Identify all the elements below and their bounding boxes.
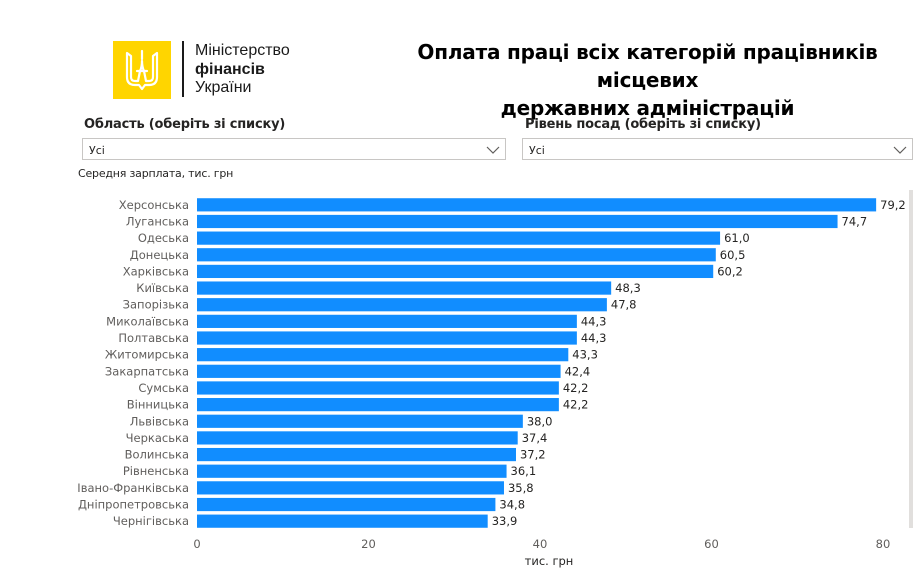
bar[interactable] (197, 431, 518, 445)
data-label: 79,2 (880, 198, 906, 212)
x-tick-label: 60 (704, 537, 719, 551)
data-label: 36,1 (511, 464, 537, 478)
category-label: Дніпропетровська (78, 498, 189, 512)
x-axis-title: тис. грн (525, 554, 574, 568)
bar[interactable] (197, 264, 714, 279)
bar[interactable] (197, 514, 488, 528)
data-label: 74,7 (842, 214, 868, 228)
x-tick-label: 20 (361, 537, 376, 551)
chart-subtitle: Середня зарплата, тис. грн (78, 167, 234, 180)
position-level-filter-label: Рівень посад (оберіть зі списку) (525, 117, 761, 132)
bar[interactable] (197, 348, 569, 362)
category-label: Житомирська (105, 348, 189, 362)
bar[interactable] (197, 364, 561, 378)
chevron-down-icon (486, 146, 500, 154)
category-label: Київська (136, 281, 189, 295)
data-label: 60,5 (720, 248, 746, 262)
bar[interactable] (197, 214, 838, 229)
x-tick-label: 80 (876, 537, 891, 551)
category-label: Львівська (130, 414, 189, 428)
data-label: 61,0 (724, 231, 750, 245)
page-title: Оплата праці всіх категорій працівників … (370, 38, 913, 122)
category-label: Рівненська (123, 464, 189, 478)
position-level-filter-dropdown[interactable]: Усі (522, 138, 913, 160)
data-label: 37,2 (520, 448, 546, 462)
data-label: 38,0 (527, 414, 553, 428)
bar[interactable] (197, 447, 516, 462)
category-label: Чернігівська (113, 514, 189, 528)
bar[interactable] (197, 298, 607, 312)
position-level-filter-value: Усі (529, 144, 545, 157)
data-label: 34,8 (499, 498, 525, 512)
logo-line-3: України (195, 79, 252, 96)
data-label: 33,9 (492, 514, 518, 528)
category-labels-group: Херсонська Луганська Одеська Донецька Харків… (77, 198, 189, 528)
logo-divider (182, 41, 184, 97)
data-label: 43,3 (572, 348, 598, 362)
bar[interactable] (197, 398, 559, 412)
chevron-down-icon (893, 146, 907, 154)
data-label: 35,8 (508, 481, 534, 495)
data-label: 42,4 (565, 364, 591, 378)
category-label: Черкаська (126, 431, 189, 445)
category-label: Миколаївська (106, 314, 189, 328)
data-label: 60,2 (717, 264, 743, 278)
category-label: Сумська (138, 381, 189, 395)
ministry-logo: Міністерство фінансів України (113, 41, 313, 99)
bar[interactable] (197, 198, 877, 212)
region-filter-value: Усі (89, 144, 105, 157)
category-label: Харківська (123, 264, 189, 278)
data-label: 37,4 (522, 431, 548, 445)
page-title-line-2: державних адміністрацій (500, 96, 795, 120)
bar[interactable] (197, 381, 559, 395)
data-label: 44,3 (581, 331, 607, 345)
data-label: 42,2 (563, 381, 589, 395)
category-label: Одеська (138, 231, 189, 245)
bar[interactable] (197, 497, 496, 512)
category-label: Івано-Франківська (77, 481, 189, 495)
x-tick-label: 40 (533, 537, 548, 551)
vertical-scrollbar[interactable] (909, 190, 913, 528)
x-axis-ticks-group: 0 20 40 60 80 (193, 537, 890, 551)
data-label: 42,2 (563, 398, 589, 412)
x-tick-label: 0 (193, 537, 200, 551)
logo-text: Міністерство фінансів України (195, 42, 290, 98)
category-label: Донецька (130, 248, 189, 262)
category-label: Луганська (126, 214, 189, 228)
bar[interactable] (197, 248, 716, 262)
page-title-line-1: Оплата праці всіх категорій працівників … (417, 40, 878, 92)
category-label: Вінницька (127, 398, 189, 412)
region-filter-dropdown[interactable]: Усі (82, 138, 506, 160)
category-label: Закарпатська (105, 364, 189, 378)
data-label: 48,3 (615, 281, 641, 295)
bar[interactable] (197, 331, 577, 345)
category-label: Херсонська (119, 198, 189, 212)
bar[interactable] (197, 481, 504, 495)
bar[interactable] (197, 314, 577, 328)
bar[interactable] (197, 464, 507, 478)
bars-group (197, 198, 877, 528)
value-labels-group: 79,2 74,7 61,0 60,5 60,2 48,3 47,8 44,3 44,3 43,3… (492, 198, 906, 528)
region-filter-label: Область (оберіть зі списку) (84, 117, 286, 132)
logo-line-1: Міністерство (195, 42, 290, 59)
category-label: Полтавська (118, 331, 189, 345)
category-label: Волинська (125, 448, 189, 462)
trident-emblem-icon (113, 41, 171, 99)
bar[interactable] (197, 414, 523, 428)
bar[interactable] (197, 281, 612, 295)
bar[interactable] (197, 231, 721, 245)
data-label: 47,8 (611, 298, 637, 312)
logo-line-2: фінансів (195, 60, 265, 78)
category-label: Запорізька (123, 298, 189, 312)
data-label: 44,3 (581, 314, 607, 328)
